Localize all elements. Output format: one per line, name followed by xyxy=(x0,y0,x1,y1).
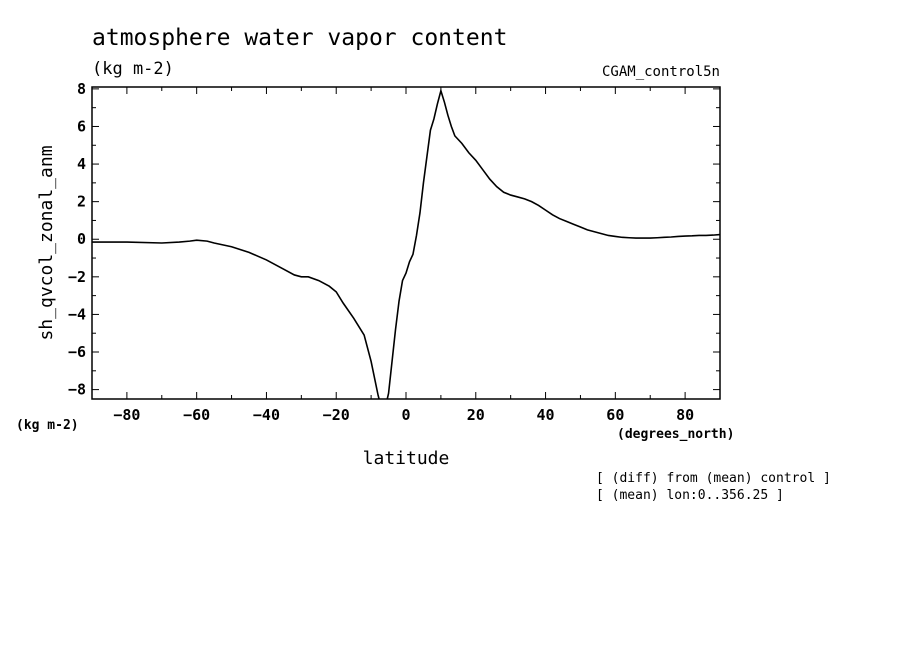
y-tick-label: 6 xyxy=(77,117,86,135)
y-tick-label: 8 xyxy=(77,80,86,98)
x-tick-label: −80 xyxy=(113,406,140,424)
note-diff: [ (diff) from (mean) control ] xyxy=(596,471,831,486)
y-tick-labels: 8 6 4 2 0 −2 −4 −6 −8 xyxy=(68,80,86,399)
y-tick-label: −6 xyxy=(68,343,86,361)
run-label: CGAM_control5n xyxy=(602,64,720,80)
y-tick-label: −4 xyxy=(68,305,86,323)
x-tick-label: 40 xyxy=(537,406,555,424)
x-tick-label: −20 xyxy=(323,406,350,424)
chart-title: atmosphere water vapor content xyxy=(92,25,507,51)
y-tick-label: −8 xyxy=(68,381,86,399)
y-axis-label: sh_qvcol_zonal_anm xyxy=(36,145,57,340)
x-units-label: (degrees_north) xyxy=(617,427,734,442)
y-units-label: (kg m-2) xyxy=(16,418,79,433)
note-mean: [ (mean) lon:0..356.25 ] xyxy=(596,488,784,503)
x-tick-label: −40 xyxy=(253,406,280,424)
plot-frame xyxy=(91,86,721,400)
y-tick-label: 0 xyxy=(77,230,86,248)
x-tick-label: 60 xyxy=(606,406,624,424)
series-line xyxy=(92,87,720,399)
x-tick-labels: −80 −60 −40 −20 0 20 40 60 80 xyxy=(113,406,694,424)
x-tick-label: 0 xyxy=(401,406,410,424)
axis-ticks xyxy=(91,87,721,399)
y-tick-label: 2 xyxy=(77,193,86,211)
y-tick-label: 4 xyxy=(77,155,86,173)
x-tick-label: 80 xyxy=(676,406,694,424)
chart-units: (kg m-2) xyxy=(92,59,174,79)
x-tick-label: −60 xyxy=(183,406,210,424)
x-axis-label: latitude xyxy=(363,448,450,469)
y-tick-label: −2 xyxy=(68,268,86,286)
x-tick-label: 20 xyxy=(467,406,485,424)
